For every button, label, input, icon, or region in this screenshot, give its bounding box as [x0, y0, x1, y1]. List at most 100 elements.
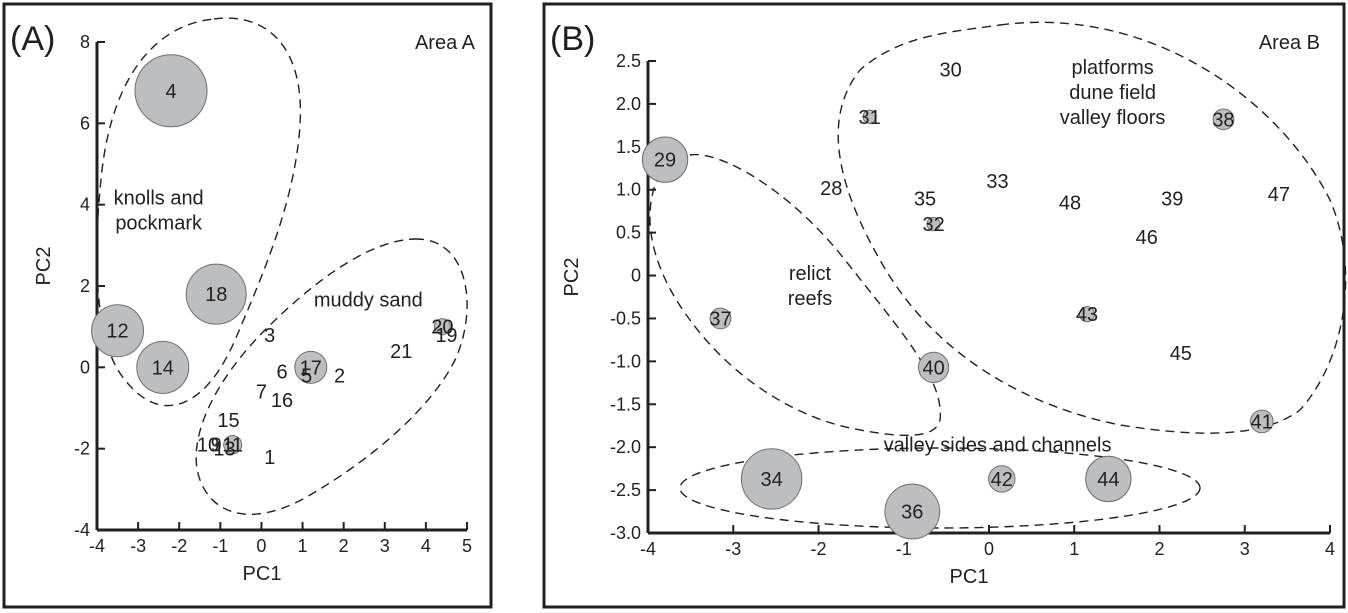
- x-tick-label: 2: [1154, 539, 1164, 559]
- group-label: reefs: [788, 288, 832, 310]
- panel-a-area-label: Area A: [415, 32, 476, 54]
- point-label: 21: [390, 341, 412, 363]
- point-label: 38: [1212, 109, 1234, 131]
- x-tick-label: -3: [130, 536, 146, 556]
- point-label: 46: [1136, 227, 1158, 249]
- point-label: 33: [986, 171, 1008, 193]
- data-bubble: [1212, 108, 1235, 131]
- point-label: 47: [1268, 184, 1290, 206]
- x-tick-label: -4: [89, 536, 105, 556]
- data-bubble: [185, 263, 247, 325]
- group-label: valley sides and channels: [884, 434, 1112, 456]
- y-axis-label: PC2: [561, 258, 583, 297]
- data-bubble: [136, 340, 190, 394]
- point-label: 35: [914, 188, 936, 210]
- point-label: 9: [211, 435, 222, 457]
- data-bubble: [223, 435, 243, 455]
- point-label: 40: [922, 357, 944, 379]
- y-tick-label: 6: [80, 113, 90, 133]
- data-bubble: [709, 307, 732, 330]
- panel-b-frame: [542, 2, 1346, 609]
- data-bubble: [91, 304, 145, 358]
- point-label: 37: [709, 308, 731, 330]
- point-label: 44: [1097, 469, 1119, 491]
- point-label: 20: [431, 317, 453, 339]
- x-tick-label: -4: [640, 539, 656, 559]
- x-tick-label: 0: [984, 539, 994, 559]
- point-label: 18: [205, 284, 227, 306]
- point-label: 48: [1059, 193, 1081, 215]
- y-tick-label: -2.0: [610, 437, 641, 457]
- y-tick-label: 4: [80, 195, 90, 215]
- point-label: 45: [1170, 343, 1192, 365]
- panel-a-frame: [2, 2, 493, 609]
- point-label: 30: [940, 60, 962, 82]
- y-tick-label: -2.5: [610, 480, 641, 500]
- x-tick-label: 2: [339, 536, 349, 556]
- data-bubble: [134, 54, 208, 128]
- data-bubble: [294, 350, 328, 384]
- group-label: dune field: [1069, 82, 1156, 104]
- y-tick-label: 1.0: [616, 180, 641, 200]
- group-label: valley floors: [1060, 107, 1166, 129]
- x-tick-label: 0: [256, 536, 266, 556]
- group-outline-muddy-sand: [195, 238, 468, 515]
- data-bubble: [926, 216, 941, 232]
- y-tick-label: -0.5: [610, 308, 641, 328]
- group-label: relict: [789, 263, 832, 285]
- data-bubble: [433, 318, 451, 336]
- x-tick-label: -1: [212, 536, 228, 556]
- point-label: 34: [760, 469, 782, 491]
- data-bubble: [1078, 306, 1096, 323]
- group-outline-platforms: [837, 21, 1347, 434]
- data-bubble: [1085, 455, 1132, 503]
- group-label: knolls and: [114, 188, 204, 210]
- x-axis-label: PC1: [950, 566, 989, 588]
- group-label: pockmark: [115, 213, 203, 235]
- x-axis-label: PC1: [243, 563, 282, 585]
- y-tick-label: 2.0: [616, 94, 641, 114]
- x-tick-label: 1: [298, 536, 308, 556]
- x-tick-label: 4: [421, 536, 431, 556]
- point-label: 19: [435, 325, 457, 347]
- x-tick-label: -3: [725, 539, 741, 559]
- group-outline-relict-reefs: [649, 153, 942, 437]
- panel-b-plot: -4 -3 -2 -1 0 1 2 3 4-3.0-2.5-2.0-1.5-1.0-0.500.…: [561, 51, 1335, 588]
- point-label: 3: [264, 325, 275, 347]
- y-tick-label: 8: [80, 32, 90, 52]
- y-tick-label: -4: [74, 520, 90, 540]
- point-label: 36: [901, 502, 923, 524]
- point-label: 6: [276, 361, 287, 383]
- point-label: 5: [301, 365, 312, 387]
- point-label: 11: [222, 435, 243, 457]
- point-label: 29: [654, 150, 676, 172]
- x-tick-label: 3: [380, 536, 390, 556]
- point-label: 43: [1076, 304, 1098, 326]
- point-label: 14: [152, 357, 174, 379]
- group-label: platforms: [1071, 57, 1153, 79]
- data-bubble: [862, 109, 877, 124]
- y-tick-label: 1.5: [616, 137, 641, 157]
- x-tick-label: -2: [810, 539, 826, 559]
- y-tick-label: -1.5: [610, 394, 641, 414]
- y-tick-label: 0.5: [616, 223, 641, 243]
- x-tick-label: 5: [462, 536, 472, 556]
- point-label: 42: [991, 469, 1013, 491]
- point-label: 7: [256, 382, 267, 404]
- x-tick-label: 3: [1240, 539, 1250, 559]
- data-bubble: [917, 351, 950, 383]
- point-label: 41: [1251, 411, 1273, 433]
- panel-b-label: (B): [550, 20, 595, 58]
- data-bubble: [641, 136, 689, 183]
- point-label: 28: [820, 178, 842, 200]
- panel-b-area-label: Area B: [1259, 32, 1320, 54]
- x-tick-label: 4: [1325, 539, 1335, 559]
- x-tick-label: -1: [896, 539, 912, 559]
- data-bubble: [1249, 409, 1274, 434]
- x-tick-label: 1: [1069, 539, 1079, 559]
- point-label: 17: [300, 357, 322, 379]
- y-tick-label: 2: [80, 276, 90, 296]
- y-tick-label: 0: [631, 266, 641, 286]
- group-outline-knolls: [96, 17, 302, 407]
